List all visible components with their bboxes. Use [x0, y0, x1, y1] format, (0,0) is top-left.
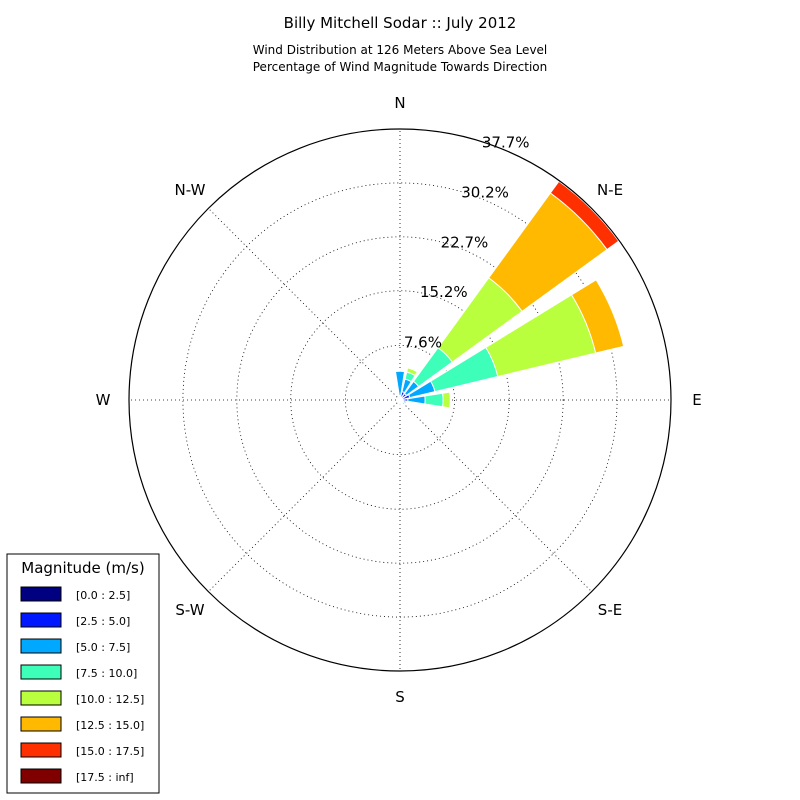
legend-swatch — [20, 768, 62, 784]
direction-label: S-E — [598, 601, 622, 619]
wind-bar-segment — [402, 400, 407, 405]
ring-labels: 7.6% 15.2% 22.7% 30.2% 37.7% — [404, 134, 530, 352]
wind-bar-segment — [394, 370, 406, 397]
ring-label: 30.2% — [461, 183, 509, 201]
direction-labels: N N-E E S-E S S-W W N-W — [96, 94, 702, 706]
legend-swatch — [20, 664, 62, 680]
chart-subtitle-line-1: Wind Distribution at 126 Meters Above Se… — [253, 43, 548, 57]
grid-spoke — [208, 208, 401, 401]
grid-ring — [344, 344, 456, 456]
legend-label: [2.5 : 5.0] — [76, 615, 130, 628]
wind-bar-segment — [549, 180, 620, 251]
legend-swatch — [20, 716, 62, 732]
wind-bar-segment — [570, 279, 625, 354]
grid-ring — [236, 236, 564, 564]
legend-title: Magnitude (m/s) — [21, 559, 144, 577]
legend-label: [7.5 : 10.0] — [76, 667, 137, 680]
legend-swatch — [20, 690, 62, 706]
legend-label: [5.0 : 7.5] — [76, 641, 130, 654]
grid-spoke — [208, 399, 401, 592]
ring-label: 15.2% — [420, 283, 468, 301]
legend-label: [12.5 : 15.0] — [76, 719, 144, 732]
legend: Magnitude (m/s) [0.0 : 2.5] [2.5 : 5.0] [5… — [6, 553, 160, 794]
polar-grid — [129, 129, 671, 671]
direction-label: N-W — [175, 181, 206, 199]
legend-swatch — [20, 586, 62, 602]
legend-items: [0.0 : 2.5] [2.5 : 5.0] [5.0 : 7.5] [7.5 : … — [20, 586, 144, 784]
chart-title: Billy Mitchell Sodar :: July 2012 — [284, 14, 517, 32]
direction-label: N-E — [597, 181, 623, 199]
legend-label: [10.0 : 12.5] — [76, 693, 144, 706]
legend-label: [0.0 : 2.5] — [76, 589, 130, 602]
legend-swatch — [20, 742, 62, 758]
wind-bars — [394, 180, 625, 409]
legend-label: [15.0 : 17.5] — [76, 745, 144, 758]
direction-label: W — [96, 391, 111, 409]
ring-label: 22.7% — [441, 233, 489, 251]
ring-label: 7.6% — [404, 334, 442, 352]
wind-bar-segment — [400, 400, 405, 405]
legend-label: [17.5 : inf] — [76, 771, 134, 784]
wind-bar-segment — [442, 391, 451, 409]
grid-spoke — [399, 399, 592, 592]
chart-subtitle-line-2: Percentage of Wind Magnitude Towards Dir… — [253, 60, 547, 74]
ring-label: 37.7% — [482, 134, 530, 152]
direction-label: S — [395, 688, 405, 706]
grid-ring — [290, 290, 510, 510]
wind-bar-segment — [424, 392, 444, 408]
direction-label: N — [394, 94, 405, 112]
legend-swatch — [20, 638, 62, 654]
wind-bar-segment — [406, 367, 418, 377]
direction-label: E — [692, 391, 701, 409]
direction-label: S-W — [175, 601, 204, 619]
wind-bar-segment — [397, 395, 401, 400]
outer-circle — [128, 128, 672, 672]
grid-ring — [182, 182, 618, 618]
legend-swatch — [20, 612, 62, 628]
